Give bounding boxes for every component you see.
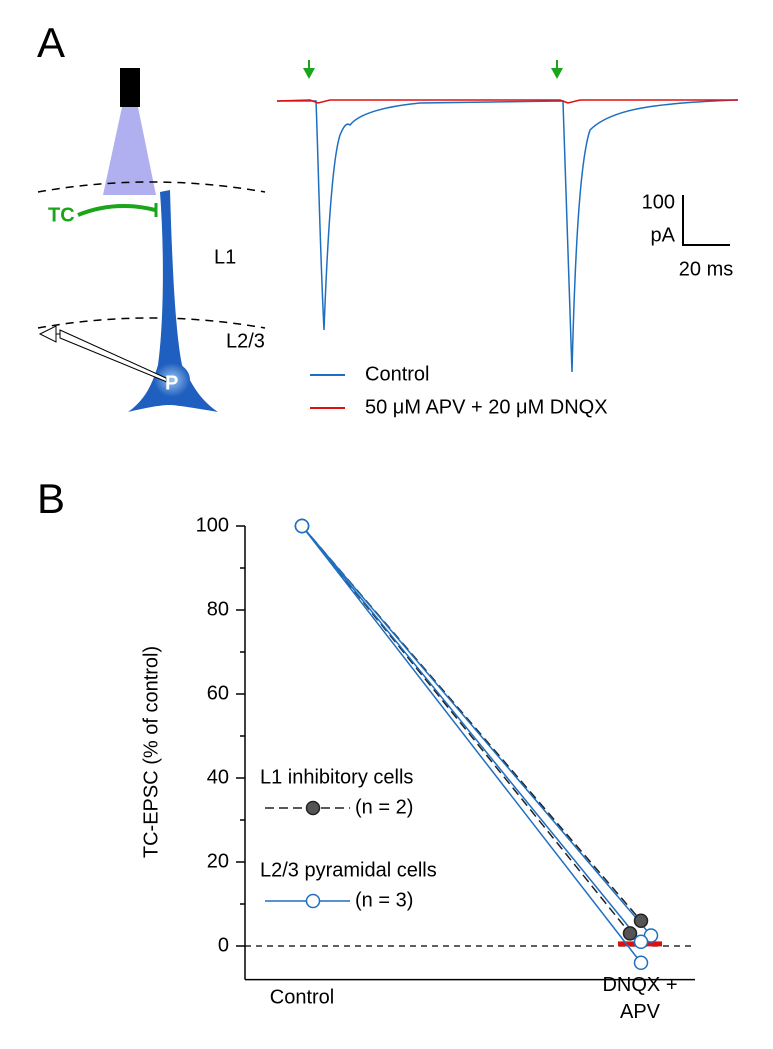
legend-label: Control <box>365 363 429 385</box>
scale-label: 100 <box>642 191 675 213</box>
x-tick-label: DNQX + APV <box>602 974 677 1023</box>
plot: 0 20 40 60 80 100 Control DNQX + APV L1 inhibitor… <box>196 514 695 1023</box>
legend-label: 50 μM APV + 20 μM DNQX <box>365 396 608 418</box>
y-tick-label: 20 <box>207 850 229 872</box>
legend-marker <box>305 800 321 816</box>
scale-label: 20 ms <box>679 258 733 280</box>
scale-bar <box>682 195 730 246</box>
cell-marker <box>633 955 649 971</box>
soma <box>154 363 190 397</box>
legend-marker <box>305 893 321 909</box>
y-tick-label: 100 <box>196 514 229 536</box>
cell-marker <box>294 518 310 534</box>
legend: Control 50 μM APV + 20 μM DNQX <box>310 363 608 418</box>
panel-label: A <box>37 19 65 66</box>
x-tick-label: Control <box>270 986 334 1008</box>
y-tick-label: 80 <box>207 598 229 620</box>
y-axis-label: TC-EPSC (% of control) <box>140 646 162 858</box>
cell-label: P <box>165 372 178 394</box>
layer-label: L2/3 <box>226 330 265 352</box>
layer-boundary <box>37 317 266 329</box>
legend-count: (n = 3) <box>355 889 413 911</box>
y-tick-label: 60 <box>207 682 229 704</box>
tc-axon <box>77 204 156 217</box>
cell-marker <box>633 913 649 929</box>
cell-line <box>301 525 652 936</box>
electrode <box>59 329 168 383</box>
cell-marker <box>633 934 649 950</box>
y-tick-label: 0 <box>218 934 229 956</box>
cell-line <box>301 525 642 943</box>
legend-count: (n = 2) <box>355 796 413 818</box>
y-tick-label: 40 <box>207 766 229 788</box>
tc-label: TC <box>48 204 75 226</box>
layer-boundary <box>37 181 266 193</box>
legend-label: L1 inhibitory cells <box>260 766 413 788</box>
electrode-arrow <box>38 325 57 343</box>
light-beam <box>103 107 156 195</box>
cell-marker <box>622 926 638 941</box>
legend-label: L2/3 pyramidal cells <box>260 859 437 881</box>
cell-line <box>301 525 642 964</box>
drug-trace <box>276 99 738 104</box>
stimulus-arrow <box>303 60 315 79</box>
layer-label: L1 <box>214 246 236 268</box>
neuron <box>128 190 218 412</box>
panel-label: B <box>37 475 65 522</box>
control-trace <box>277 99 739 373</box>
light-source <box>120 68 140 107</box>
stimulus-arrow <box>551 60 563 79</box>
scale-label: pA <box>651 224 676 246</box>
